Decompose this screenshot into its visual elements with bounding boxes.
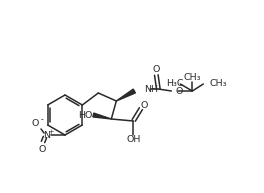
Text: -: - [41, 115, 43, 124]
Text: O: O [141, 101, 148, 109]
Text: H₃C: H₃C [167, 79, 184, 87]
Text: CH₃: CH₃ [183, 74, 201, 82]
Text: O: O [175, 86, 183, 96]
Text: NH: NH [144, 85, 158, 93]
Text: OH: OH [126, 135, 140, 145]
Text: CH₃: CH₃ [209, 79, 227, 87]
Text: O: O [153, 65, 160, 74]
Polygon shape [93, 113, 111, 119]
Text: O: O [31, 119, 39, 129]
Polygon shape [116, 89, 135, 101]
Text: N: N [44, 130, 50, 140]
Text: HO: HO [78, 111, 92, 119]
Text: +: + [49, 129, 54, 135]
Text: O: O [38, 146, 46, 155]
